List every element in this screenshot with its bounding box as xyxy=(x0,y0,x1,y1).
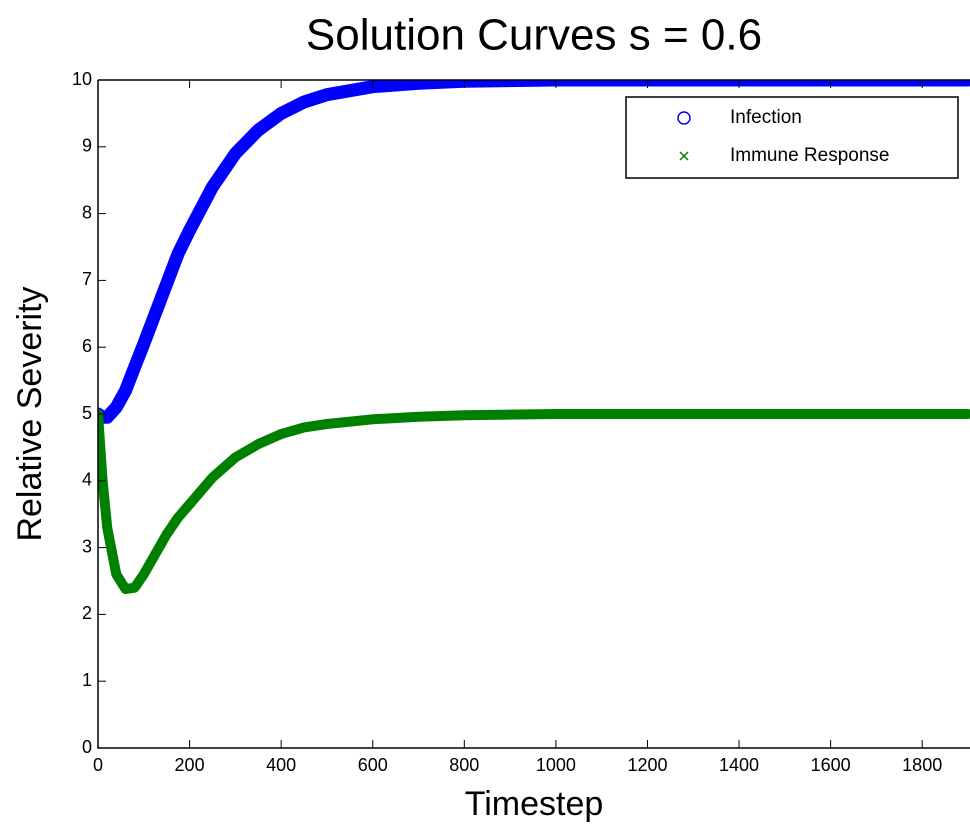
y-tick-label: 5 xyxy=(82,403,92,423)
plot-area xyxy=(98,80,970,594)
y-tick-label: 9 xyxy=(82,136,92,156)
x-tick-label: 400 xyxy=(266,755,296,775)
y-tick-label: 8 xyxy=(82,202,92,222)
x-tick-label: 200 xyxy=(175,755,205,775)
legend-label: Immune Response xyxy=(730,145,889,166)
x-tick-label: 1600 xyxy=(811,755,851,775)
legend-marker xyxy=(679,151,689,161)
x-tick-label: 1200 xyxy=(627,755,667,775)
x-tick-label: 1400 xyxy=(719,755,759,775)
legend-marker xyxy=(677,111,691,125)
x-tick-label: 1000 xyxy=(536,755,576,775)
y-tick-label: 7 xyxy=(82,269,92,289)
x-tick-label: 0 xyxy=(93,755,103,775)
series-line xyxy=(98,80,970,424)
y-tick-label: 3 xyxy=(82,536,92,556)
chart-title: Solution Curves s = 0.6 xyxy=(306,11,762,60)
y-axis-label: Relative Severity xyxy=(11,286,49,541)
x-tick-label: 800 xyxy=(449,755,479,775)
y-tick-label: 1 xyxy=(82,670,92,690)
x-tick-label: 600 xyxy=(358,755,388,775)
y-tick-label: 6 xyxy=(82,336,92,356)
x-tick-label: 1800 xyxy=(902,755,942,775)
x-axis-label: Timestep xyxy=(465,785,604,823)
legend-label: Infection xyxy=(730,107,802,128)
legend-box xyxy=(625,96,959,179)
series-line xyxy=(98,409,970,594)
y-tick-label: 2 xyxy=(82,603,92,623)
y-tick-label: 10 xyxy=(72,69,92,89)
y-tick-label: 4 xyxy=(82,470,92,490)
y-tick-label: 0 xyxy=(82,737,92,757)
